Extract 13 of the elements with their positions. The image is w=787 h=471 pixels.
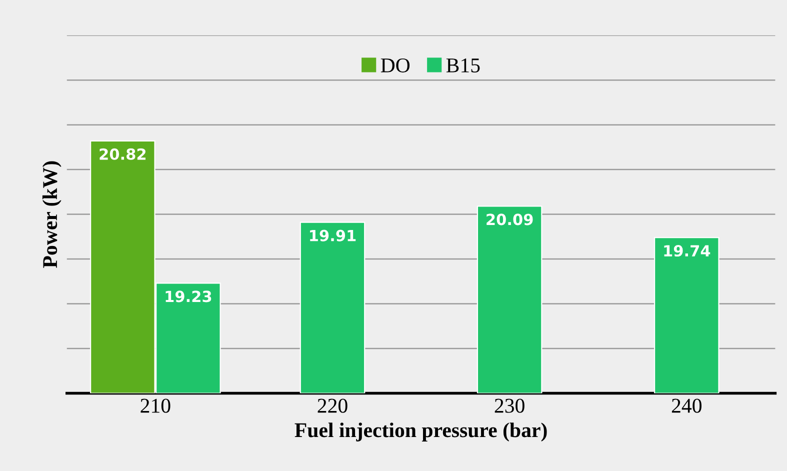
x-axis-title: Fuel injection pressure (bar) [294, 422, 547, 442]
legend-label: DO [380, 58, 410, 72]
x-tick-label: 240 [672, 398, 702, 413]
legend-label: B15 [446, 58, 480, 72]
x-tick-label: 230 [494, 398, 524, 413]
data-label: 19.23 [166, 290, 212, 302]
x-tick-label: 220 [318, 398, 348, 413]
data-label: 19.74 [664, 245, 710, 257]
x-tick-label: 210 [140, 398, 170, 413]
data-label: 20.09 [486, 214, 533, 226]
y-axis-title: Power (kW) [42, 161, 62, 268]
data-label: 19.91 [310, 230, 356, 242]
data-label: 20.82 [100, 148, 146, 160]
